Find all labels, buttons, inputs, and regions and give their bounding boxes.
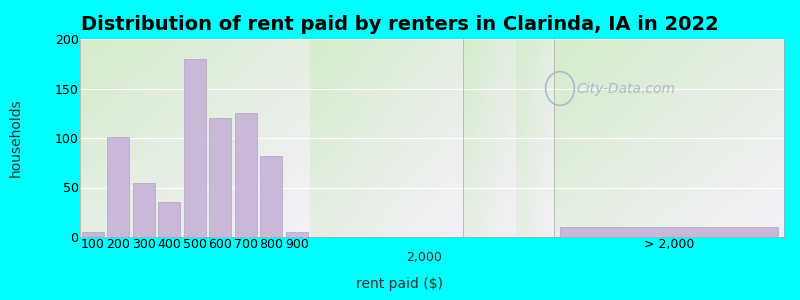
Bar xyxy=(133,182,154,237)
Bar xyxy=(235,113,257,237)
Bar xyxy=(82,232,103,237)
Bar xyxy=(261,156,282,237)
Bar xyxy=(184,59,206,237)
Text: Distribution of rent paid by renters in Clarinda, IA in 2022: Distribution of rent paid by renters in … xyxy=(81,15,719,34)
Text: households: households xyxy=(9,99,23,177)
Bar xyxy=(560,227,778,237)
Bar xyxy=(107,137,129,237)
Bar xyxy=(158,202,180,237)
Bar xyxy=(286,232,308,237)
Text: rent paid ($): rent paid ($) xyxy=(357,277,443,291)
Text: City-Data.com: City-Data.com xyxy=(576,82,675,95)
Text: 2,000: 2,000 xyxy=(406,251,442,264)
Bar xyxy=(210,118,231,237)
